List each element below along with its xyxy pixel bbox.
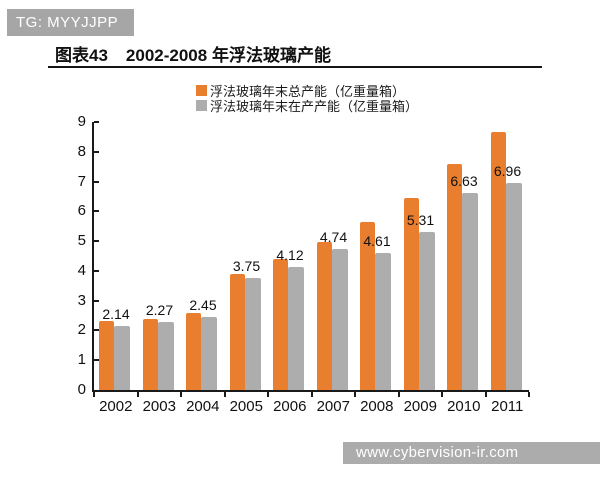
y-axis-label: 5	[77, 232, 86, 250]
bar-active-capacity	[505, 182, 522, 390]
data-label: 6.63	[450, 172, 478, 189]
x-axis-tick	[484, 392, 487, 397]
x-axis-tick	[223, 392, 226, 397]
bar-total-capacity	[490, 132, 506, 390]
x-axis-tick	[528, 392, 530, 397]
y-axis-label: 4	[77, 261, 86, 279]
x-axis-label: 2009	[403, 398, 437, 415]
bar-total-capacity	[142, 318, 158, 390]
legend-label-total: 浮法玻璃年末总产能（亿重量箱）	[210, 84, 406, 99]
bar-active-capacity	[418, 231, 435, 390]
x-axis-tick	[136, 392, 139, 397]
y-axis-tick	[94, 210, 99, 213]
x-axis-tick	[441, 392, 443, 397]
legend-swatch-active	[196, 100, 207, 111]
bar-group: 3.75	[229, 122, 261, 390]
chart-title-text: 2002-2008 年浮法玻璃产能	[125, 46, 331, 65]
bar-group: 5.31	[403, 122, 435, 390]
data-label: 2.45	[189, 297, 217, 314]
y-axis-label: 3	[77, 291, 86, 309]
legend-item-total: 浮法玻璃年末总产能（亿重量箱）	[196, 83, 418, 99]
plot-area: 0 1 2 3 4 5 6 7 8 9 2.14 2002 2.27 2003 2.45 2004 3.75 20…	[78, 113, 530, 415]
y-axis-label: 2	[77, 321, 86, 339]
bar-active-capacity	[244, 278, 261, 390]
data-label: 2.27	[145, 302, 174, 319]
bar-total-capacity	[403, 198, 419, 390]
y-axis-label: 8	[77, 142, 86, 160]
x-axis-label: 2011	[491, 398, 524, 415]
data-label: 6.96	[493, 162, 522, 179]
footer-banner: www.cybervision-ir.com	[343, 442, 600, 464]
x-axis-label: 2006	[273, 398, 307, 415]
y-axis-label: 1	[77, 351, 86, 369]
y-axis-tick	[94, 121, 99, 123]
bar-active-capacity	[114, 326, 130, 390]
legend-swatch-total	[196, 85, 207, 96]
bar-total-capacity	[273, 258, 288, 390]
y-axis-label: 0	[77, 381, 86, 398]
x-axis-label: 2002	[99, 398, 133, 415]
y-axis-label: 7	[77, 172, 86, 190]
x-axis-tick	[93, 392, 95, 397]
bar-active-capacity	[375, 252, 391, 390]
x-axis-tick	[267, 392, 269, 397]
x-axis-tick	[397, 392, 400, 397]
bar-group: 4.74	[316, 122, 348, 390]
y-axis-tick	[94, 269, 99, 272]
y-axis-tick	[94, 150, 99, 153]
chart-legend: 浮法玻璃年末总产能（亿重量箱） 浮法玻璃年末在产产能（亿重量箱）	[196, 83, 419, 114]
x-axis-label: 2010	[447, 398, 481, 415]
x-axis-tick	[180, 392, 182, 397]
bar-group: 2.27	[142, 122, 174, 390]
bar-active-capacity	[201, 317, 217, 390]
data-label: 3.75	[232, 258, 261, 275]
bar-group: 2.45	[186, 122, 217, 390]
bar-total-capacity	[186, 313, 201, 390]
y-axis-tick	[94, 240, 99, 243]
legend-item-active: 浮法玻璃年末在产产能（亿重量箱）	[196, 98, 419, 114]
x-axis-label: 2003	[142, 398, 176, 415]
bar-group: 6.96	[490, 122, 522, 390]
chart-title: 图表43 2002-2008 年浮法玻璃产能	[55, 41, 331, 66]
x-axis-label: 2007	[316, 398, 350, 415]
x-axis-tick	[354, 392, 356, 397]
y-axis-tick	[94, 180, 99, 183]
y-axis-label: 9	[77, 113, 86, 130]
watermark-banner: TG: MYYJJPP	[7, 9, 135, 36]
x-axis-label: 2005	[229, 398, 263, 415]
y-axis-tick	[94, 329, 99, 332]
bar-active-capacity	[331, 248, 348, 390]
bar-total-capacity	[447, 163, 462, 390]
y-axis-label: 6	[77, 202, 86, 220]
chart-title-index: 图表43	[55, 46, 108, 65]
legend-label-active: 浮法玻璃年末在产产能（亿重量箱）	[210, 99, 419, 114]
bar-total-capacity	[229, 273, 245, 390]
data-label: 2.14	[102, 306, 130, 323]
bar-group: 6.63	[447, 122, 478, 390]
y-axis-tick	[94, 359, 99, 362]
data-label: 4.61	[363, 232, 391, 249]
data-label: 4.74	[319, 228, 348, 245]
data-label: 4.12	[276, 247, 304, 264]
bar-group: 4.61	[360, 122, 391, 390]
bar-total-capacity	[99, 320, 114, 390]
x-axis-tick	[310, 392, 313, 397]
bar-total-capacity	[316, 242, 332, 390]
watermark-text: TG: MYYJJPP	[16, 14, 119, 31]
title-underline	[48, 66, 542, 68]
data-label: 5.31	[406, 211, 435, 228]
y-axis-tick	[94, 299, 99, 302]
bar-active-capacity	[157, 322, 174, 390]
bar-group: 2.14	[99, 122, 130, 390]
bar-total-capacity	[360, 222, 375, 390]
footer-url: www.cybervision-ir.com	[356, 444, 519, 461]
bar-group: 4.12	[273, 122, 304, 390]
x-axis-label: 2008	[360, 398, 394, 415]
bar-active-capacity	[462, 192, 478, 390]
x-axis-label: 2004	[186, 398, 220, 415]
bar-active-capacity	[288, 267, 304, 390]
